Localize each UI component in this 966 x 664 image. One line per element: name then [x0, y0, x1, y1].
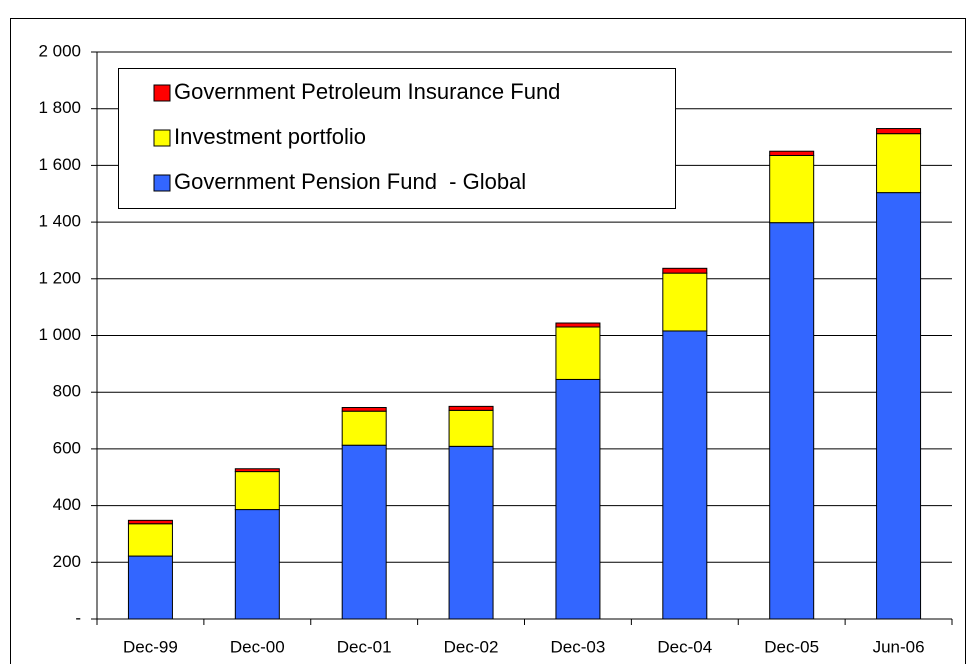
- bar-segment: [769, 150, 815, 156]
- bar-segment: [234, 509, 280, 620]
- bar-segment: [555, 326, 601, 380]
- bar-segment: [127, 519, 173, 525]
- x-tick-label: Dec-99: [123, 637, 178, 656]
- x-tick-label: Dec-00: [230, 637, 285, 656]
- legend-box: [118, 68, 676, 209]
- bar-segment: [448, 409, 494, 447]
- bar-segment: [555, 322, 601, 328]
- y-tick-label: 200: [53, 552, 81, 571]
- bar-segment: [769, 222, 815, 620]
- legend-swatch: [153, 174, 171, 192]
- y-tick-label: 1 000: [38, 325, 81, 344]
- bar-segment: [341, 410, 387, 446]
- y-tick-label: -: [75, 608, 81, 627]
- bar-segment: [341, 444, 387, 620]
- bar-segment: [448, 445, 494, 620]
- x-tick-label: Dec-05: [764, 637, 819, 656]
- x-tick-label: Dec-03: [551, 637, 606, 656]
- legend-swatch: [153, 129, 171, 147]
- y-tick-label: 1 400: [38, 212, 81, 231]
- x-tick-label: Jun-06: [873, 637, 925, 656]
- bar-segment: [769, 154, 815, 224]
- x-tick-label: Dec-04: [657, 637, 712, 656]
- y-tick-label: 800: [53, 382, 81, 401]
- bar-segment: [662, 272, 708, 332]
- bar-segment: [662, 330, 708, 620]
- bar-segment: [448, 405, 494, 411]
- y-tick-label: 1 800: [38, 98, 81, 117]
- legend-label: Investment portfolio: [174, 124, 366, 149]
- bar-segment: [234, 471, 280, 511]
- bar-segment: [876, 128, 922, 135]
- bar-segment: [555, 378, 601, 620]
- bar-segment: [662, 267, 708, 274]
- bar-segment: [341, 407, 387, 412]
- x-tick-label: Dec-02: [444, 637, 499, 656]
- legend-label: Government Pension Fund - Global: [174, 169, 526, 194]
- y-tick-label: 400: [53, 495, 81, 514]
- bar-segment: [876, 133, 922, 194]
- bar-segment: [127, 523, 173, 557]
- legend: Government Petroleum Insurance Fund Inves…: [118, 68, 676, 209]
- y-tick-label: 600: [53, 438, 81, 457]
- bar-segment: [127, 555, 173, 620]
- y-tick-label: 1 600: [38, 155, 81, 174]
- bar-segment: [876, 192, 922, 620]
- x-tick-label: Dec-01: [337, 637, 392, 656]
- y-tick-label: 2 000: [38, 41, 81, 60]
- bar-segment: [234, 468, 280, 473]
- legend-swatch: [153, 84, 171, 102]
- legend-label: Government Petroleum Insurance Fund: [174, 79, 560, 104]
- y-tick-label: 1 200: [38, 268, 81, 287]
